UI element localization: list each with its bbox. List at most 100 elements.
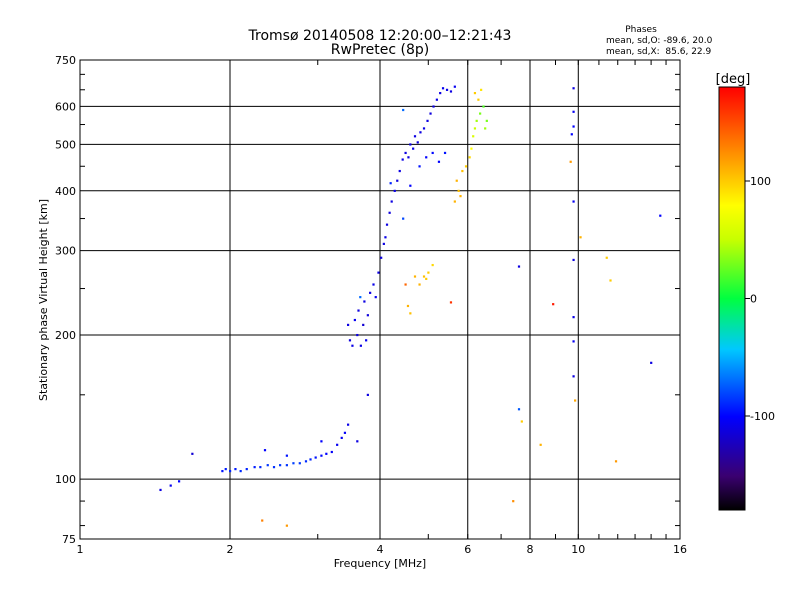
data-point bbox=[239, 469, 242, 473]
data-point bbox=[402, 217, 405, 220]
data-point bbox=[365, 339, 368, 342]
x-tick-label: 10 bbox=[571, 543, 585, 556]
data-point bbox=[453, 85, 456, 88]
data-point bbox=[385, 223, 389, 226]
data-point bbox=[572, 340, 575, 343]
data-point bbox=[401, 158, 404, 161]
data-point bbox=[459, 195, 462, 198]
data-point bbox=[552, 303, 555, 306]
data-point bbox=[449, 90, 453, 93]
data-point bbox=[453, 200, 456, 203]
data-point bbox=[330, 450, 333, 454]
data-point bbox=[457, 189, 460, 192]
colorbar-tick-label: 0 bbox=[750, 293, 757, 306]
data-point bbox=[390, 200, 393, 203]
data-point bbox=[572, 125, 575, 128]
data-point bbox=[398, 169, 401, 173]
x-tick-label: 1 bbox=[77, 543, 84, 556]
data-point bbox=[425, 277, 428, 280]
data-point bbox=[441, 87, 445, 90]
data-point bbox=[320, 440, 323, 443]
data-point bbox=[396, 179, 399, 182]
data-point bbox=[285, 454, 288, 457]
data-point bbox=[348, 339, 352, 342]
data-point bbox=[614, 460, 618, 463]
data-point bbox=[336, 443, 339, 446]
phases-x-stats: mean, sd,X: 85.6, 22.9 bbox=[606, 47, 712, 57]
data-point bbox=[455, 179, 458, 182]
data-point bbox=[539, 443, 542, 446]
data-point bbox=[431, 151, 434, 155]
data-point bbox=[266, 464, 269, 467]
data-point bbox=[480, 88, 483, 91]
data-point bbox=[377, 271, 380, 274]
y-tick-label: 300 bbox=[55, 245, 76, 258]
data-point bbox=[359, 296, 362, 299]
colorbar-tick-label: 100 bbox=[750, 175, 771, 188]
phases-o-stats: mean, sd,O: -89.6, 20.0 bbox=[606, 36, 713, 46]
data-point bbox=[572, 87, 575, 90]
data-point bbox=[374, 296, 377, 299]
data-point bbox=[659, 214, 662, 217]
data-point bbox=[298, 462, 301, 465]
x-tick-label: 16 bbox=[673, 543, 687, 556]
data-point bbox=[579, 236, 582, 239]
data-point bbox=[472, 135, 475, 138]
data-point bbox=[413, 135, 417, 138]
y-tick-label: 750 bbox=[55, 54, 76, 67]
x-tick-label: 6 bbox=[464, 543, 471, 556]
data-point bbox=[272, 466, 276, 469]
data-point bbox=[605, 256, 608, 259]
data-point bbox=[356, 333, 359, 337]
data-point bbox=[357, 309, 360, 312]
data-point bbox=[292, 462, 295, 465]
data-point bbox=[320, 454, 323, 457]
data-point bbox=[572, 258, 575, 262]
data-point bbox=[517, 408, 521, 411]
x-tick-label: 8 bbox=[527, 543, 534, 556]
data-point bbox=[485, 119, 488, 122]
data-point bbox=[224, 468, 227, 471]
data-point bbox=[470, 147, 473, 150]
y-axis-label: Stationary phase Virtual Height [km] bbox=[37, 199, 50, 401]
data-point bbox=[363, 300, 366, 303]
x-tick-label: 2 bbox=[227, 543, 234, 556]
data-point bbox=[569, 160, 572, 163]
phases-title: Phases bbox=[625, 25, 657, 35]
data-point bbox=[353, 318, 356, 322]
data-point bbox=[517, 265, 521, 268]
data-point bbox=[449, 301, 453, 304]
data-point bbox=[340, 436, 343, 439]
data-point bbox=[380, 256, 383, 259]
data-point bbox=[432, 105, 435, 108]
data-point bbox=[427, 271, 430, 274]
colorbar-label: [deg] bbox=[716, 72, 751, 87]
data-point bbox=[362, 323, 365, 327]
grid-lines bbox=[80, 60, 680, 539]
data-point bbox=[473, 91, 477, 95]
data-point bbox=[520, 420, 523, 423]
data-point bbox=[574, 399, 577, 402]
data-point bbox=[346, 423, 350, 426]
y-tick-label: 100 bbox=[55, 473, 76, 486]
data-point bbox=[404, 283, 407, 286]
y-tick-label: 600 bbox=[55, 100, 76, 113]
data-point bbox=[402, 108, 405, 112]
data-point bbox=[221, 469, 224, 473]
data-point bbox=[416, 141, 419, 144]
data-point bbox=[314, 456, 317, 459]
data-point bbox=[443, 151, 447, 155]
y-tick-label: 500 bbox=[55, 138, 76, 151]
data-point bbox=[325, 452, 328, 455]
data-point bbox=[572, 110, 575, 113]
data-point bbox=[253, 466, 256, 469]
data-point bbox=[382, 242, 385, 245]
data-point bbox=[426, 119, 429, 122]
colorbar-tick-label: -100 bbox=[750, 410, 775, 423]
data-point bbox=[572, 200, 575, 203]
data-point bbox=[245, 468, 248, 471]
data-point bbox=[429, 112, 432, 115]
data-point bbox=[437, 160, 441, 163]
data-point bbox=[419, 131, 422, 134]
